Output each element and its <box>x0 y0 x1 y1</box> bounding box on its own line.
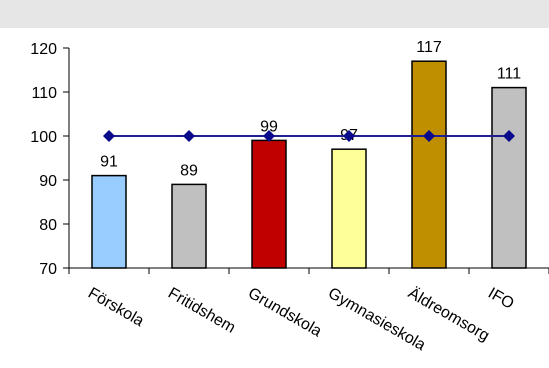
y-tick-label: 80 <box>39 217 57 234</box>
reference-marker <box>423 130 435 142</box>
reference-marker <box>503 130 515 142</box>
y-axis: 70 80 90 100 110 120 <box>30 41 70 278</box>
y-tick-label: 110 <box>31 85 57 102</box>
data-label: 111 <box>497 66 521 83</box>
reference-marker <box>103 130 115 142</box>
bar-grundskola <box>251 139 287 269</box>
y-tick-label: 100 <box>30 129 57 146</box>
data-label: 117 <box>416 39 442 56</box>
data-label: 99 <box>260 118 278 135</box>
bar-fritidshem <box>171 183 207 269</box>
reference-marker <box>263 130 275 142</box>
category-label: Grundskola <box>245 285 324 341</box>
y-tick-label: 120 <box>30 41 57 58</box>
reference-marker <box>183 130 195 142</box>
bar-gymnasieskola <box>331 148 367 269</box>
reference-line-series <box>103 130 515 142</box>
bar-förskola <box>91 174 127 269</box>
bar-ifo <box>491 86 527 269</box>
category-label: Fritidshem <box>165 285 238 337</box>
category-label: IFO <box>485 285 517 313</box>
data-label: 89 <box>180 162 198 179</box>
y-tick-label: 70 <box>39 261 57 278</box>
cropped-title-band <box>0 0 549 28</box>
bar-series <box>91 60 527 269</box>
x-axis <box>68 267 549 274</box>
data-labels: 91899997117111 <box>100 39 521 179</box>
data-label: 91 <box>100 154 118 171</box>
category-labels: Förskola Fritidshem Grundskola Gymnasieskol… <box>85 284 517 354</box>
category-label: Förskola <box>85 285 147 330</box>
bar-äldreomsorg <box>411 60 447 269</box>
y-tick-label: 90 <box>39 173 57 190</box>
reference-marker <box>343 130 355 142</box>
